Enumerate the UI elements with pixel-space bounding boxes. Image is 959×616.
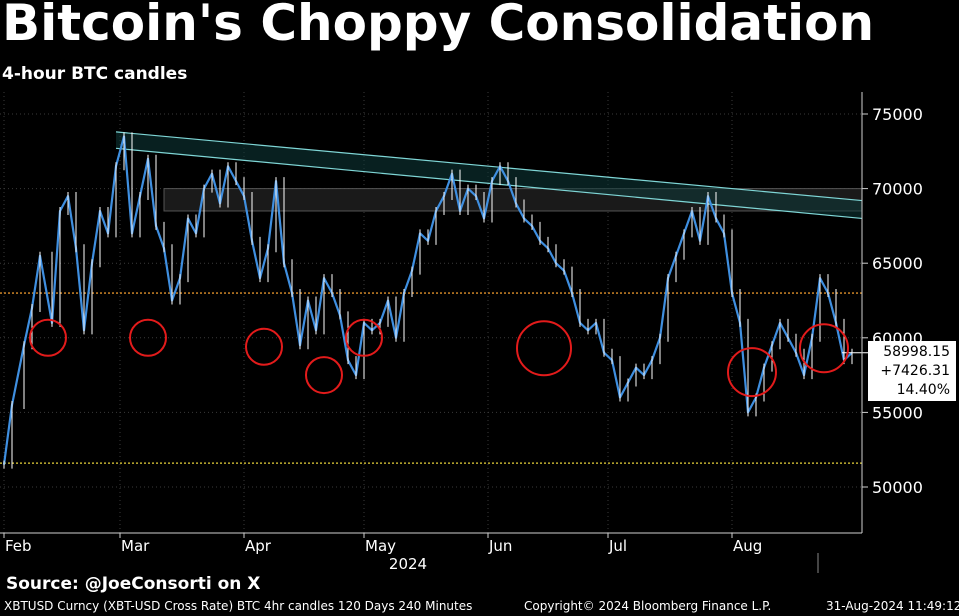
x-tick-label-5: Jul — [608, 537, 627, 555]
y-tick-label-1: 70000 — [872, 180, 923, 199]
price-line — [2, 135, 853, 465]
channel-fill — [116, 131, 862, 219]
highlight-circle-1 — [129, 318, 167, 357]
plot-area — [0, 92, 862, 533]
chart-title: Bitcoin's Choppy Consolidation — [2, 0, 875, 52]
highlight-circle-5 — [516, 320, 572, 377]
last-price: 58998.15 — [883, 344, 950, 360]
year-label: 2024 — [389, 555, 427, 573]
y-tick-label-0: 75000 — [872, 105, 923, 124]
x-tick-label-4: Jun — [488, 537, 512, 555]
last-change-pct: 14.40% — [896, 382, 950, 398]
y-tick-label-5: 50000 — [872, 478, 923, 497]
highlight-circle-6 — [727, 347, 777, 398]
x-tick-label-3: May — [365, 537, 396, 555]
y-tick-label-2: 65000 — [872, 254, 923, 273]
y-tick-label-4: 55000 — [872, 403, 923, 422]
gridlines — [0, 92, 862, 533]
chart-subtitle: 4-hour BTC candles — [2, 64, 188, 84]
last-value-box: 58998.15 +7426.31 14.40% — [868, 341, 956, 401]
highlight-circle-7 — [799, 323, 849, 374]
resistance-channel — [115, 131, 863, 220]
source-note: Source: @JoeConsorti on X — [6, 574, 261, 594]
plot-background — [0, 92, 862, 533]
x-tick-label-2: Apr — [245, 537, 272, 555]
footer-ticker-description: XBTUSD Curncy (XBT-USD Cross Rate) BTC 4… — [4, 599, 473, 613]
x-tick-label-0: Feb — [5, 537, 32, 555]
highlight-circle-4 — [345, 318, 383, 357]
last-change: +7426.31 — [880, 363, 950, 379]
channel-upper-line — [115, 131, 863, 202]
highlight-circle-3 — [305, 356, 343, 395]
highlight-circle-2 — [245, 327, 283, 366]
x-tick-label-1: Mar — [121, 537, 150, 555]
highlight-circle-0 — [29, 318, 67, 357]
footer-timestamp: 31-Aug-2024 11:49:12 — [826, 599, 959, 613]
channel-lower-line — [115, 147, 863, 220]
x-tick-label-6: Aug — [733, 537, 762, 555]
price-series — [2, 132, 868, 469]
footer-copyright: Copyright© 2024 Bloomberg Finance L.P. — [524, 599, 772, 613]
highlight-circles — [29, 318, 849, 398]
